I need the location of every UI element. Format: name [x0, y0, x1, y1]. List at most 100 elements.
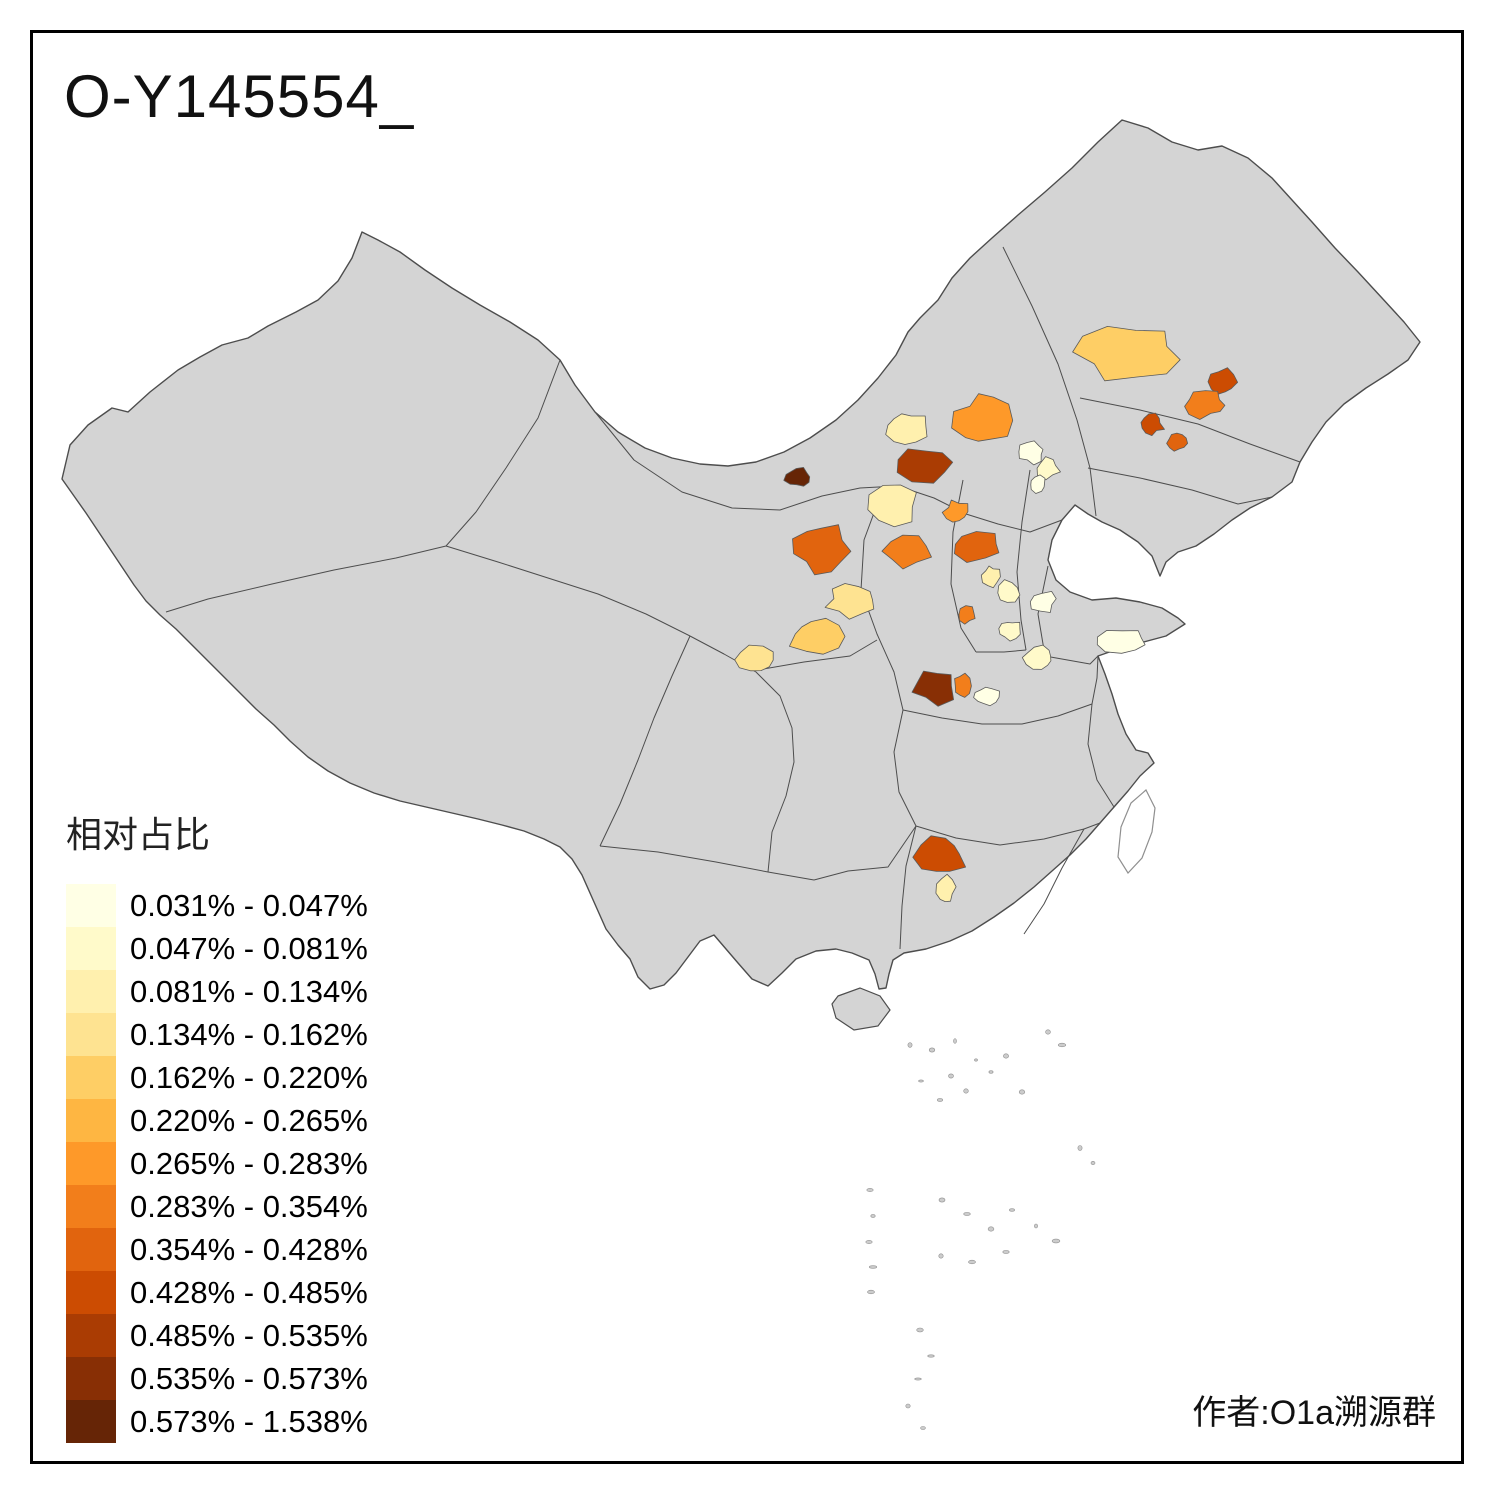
legend-label: 0.283% - 0.354% — [130, 1188, 368, 1224]
legend-row: 0.573% - 1.538% — [66, 1400, 368, 1443]
map-region — [885, 413, 928, 445]
legend-swatch — [66, 927, 116, 970]
province-border — [1087, 467, 1273, 505]
map-region — [998, 621, 1021, 642]
legend-row: 0.081% - 0.134% — [66, 970, 368, 1013]
author-credit: 作者:O1a溯源群 — [1192, 1394, 1436, 1432]
map-region — [941, 499, 969, 523]
sea-islet — [918, 1079, 924, 1083]
legend-label: 0.220% - 0.265% — [130, 1102, 368, 1138]
province-border — [165, 545, 447, 613]
province-border — [893, 709, 917, 827]
sea-islet — [1090, 1161, 1096, 1166]
map-region — [935, 873, 957, 902]
legend-swatch — [66, 1314, 116, 1357]
legend-row: 0.354% - 0.428% — [66, 1228, 368, 1271]
legend-swatch — [66, 884, 116, 927]
map-region — [911, 670, 954, 707]
sea-islet — [1057, 1042, 1067, 1048]
legend-row: 0.162% - 0.220% — [66, 1056, 368, 1099]
legend-row: 0.485% - 0.535% — [66, 1314, 368, 1357]
legend: 相对占比 0.031% - 0.047% 0.047% - 0.081% 0.081… — [66, 806, 368, 1443]
map-region — [1021, 644, 1052, 670]
sea-islet — [1077, 1145, 1083, 1151]
map-region — [980, 565, 1001, 589]
sea-islet — [963, 1088, 969, 1094]
sea-islet — [987, 1226, 995, 1232]
legend-row: 0.220% - 0.265% — [66, 1099, 368, 1142]
map-region — [734, 644, 774, 672]
legend-row: 0.265% - 0.283% — [66, 1142, 368, 1185]
province-border — [1002, 246, 1097, 517]
legend-row: 0.283% - 0.354% — [66, 1185, 368, 1228]
sea-islet — [968, 1259, 976, 1265]
province-border — [813, 825, 917, 881]
sea-islet — [953, 1038, 957, 1044]
legend-title: 相对占比 — [66, 814, 211, 855]
sea-islet — [1051, 1238, 1061, 1244]
legend-label: 0.428% - 0.485% — [130, 1274, 368, 1310]
sea-islet — [905, 1403, 911, 1409]
map-region — [958, 605, 976, 625]
sea-islet — [988, 1070, 994, 1074]
legend-swatch — [66, 1099, 116, 1142]
map-region — [1018, 440, 1044, 466]
legend-swatch — [66, 970, 116, 1013]
map-region — [1029, 591, 1057, 613]
province-border — [1023, 828, 1085, 935]
map-region — [783, 467, 811, 487]
legend-swatch — [66, 1400, 116, 1443]
legend-label: 0.354% - 0.428% — [130, 1231, 368, 1267]
map-region — [881, 534, 932, 570]
map-region — [789, 617, 846, 655]
province-border — [599, 635, 691, 847]
legend-swatch — [66, 1185, 116, 1228]
sea-islet — [928, 1047, 936, 1053]
legend-label: 0.134% - 0.162% — [130, 1016, 368, 1052]
province-border — [1091, 655, 1099, 705]
map-region — [951, 393, 1014, 442]
map-region — [954, 531, 1000, 563]
province-border — [902, 703, 1093, 725]
sea-islet — [907, 1042, 913, 1048]
legend-label: 0.162% - 0.220% — [130, 1059, 368, 1095]
sea-islet — [948, 1073, 954, 1079]
sea-islet — [1003, 1053, 1009, 1059]
sea-islet — [927, 1354, 935, 1358]
sea-islet — [868, 1265, 877, 1269]
province-border — [899, 825, 917, 950]
hainan-island — [831, 987, 891, 1031]
legend-swatch — [66, 1271, 116, 1314]
legend-row: 0.031% - 0.047% — [66, 884, 368, 927]
legend-row: 0.535% - 0.573% — [66, 1357, 368, 1400]
sea-islet — [1018, 1089, 1026, 1095]
province-border — [915, 822, 1101, 846]
legend-swatch — [66, 1056, 116, 1099]
province-border — [1079, 397, 1301, 463]
map-region — [1166, 432, 1188, 452]
legend-swatch — [66, 1013, 116, 1056]
mainland-shape — [61, 119, 1421, 990]
page-title: O-Y145554_ — [64, 63, 415, 130]
map-region — [1030, 474, 1046, 494]
sea-islet — [914, 1377, 922, 1381]
plot-border — [30, 30, 1464, 1464]
map-region — [1184, 390, 1226, 420]
map-region — [867, 484, 917, 528]
legend-row: 0.047% - 0.081% — [66, 927, 368, 970]
sea-islet — [963, 1212, 971, 1216]
sea-islet — [866, 1188, 874, 1192]
legend-label: 0.535% - 0.573% — [130, 1360, 368, 1396]
province-border — [976, 649, 1027, 653]
map-region — [1036, 456, 1061, 481]
legend-label: 0.031% - 0.047% — [130, 887, 368, 923]
legend-label: 0.573% - 1.538% — [130, 1403, 368, 1439]
map-region — [1072, 326, 1181, 382]
sea-islet — [1045, 1029, 1051, 1035]
legend-swatch — [66, 1142, 116, 1185]
sea-islet — [936, 1098, 943, 1102]
province-border — [445, 359, 561, 547]
legend-label: 0.265% - 0.283% — [130, 1145, 368, 1181]
